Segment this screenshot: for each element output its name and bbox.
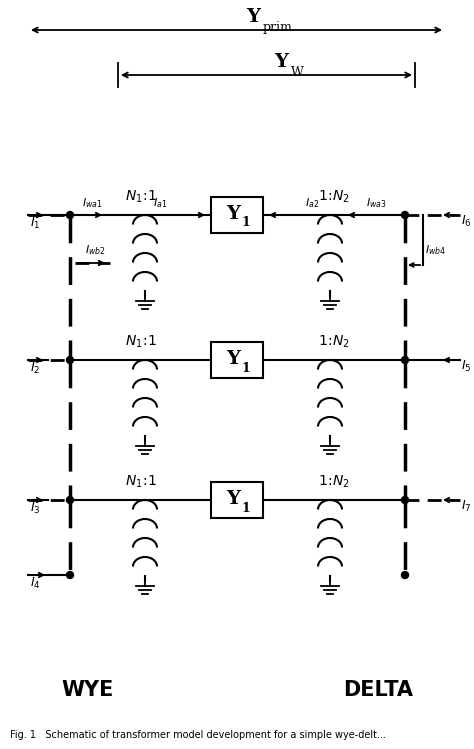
Text: 1: 1 xyxy=(242,216,250,229)
Circle shape xyxy=(401,497,409,503)
Text: WYE: WYE xyxy=(62,680,114,700)
Text: Y: Y xyxy=(226,490,240,508)
Text: $I_{wb4}$: $I_{wb4}$ xyxy=(425,243,446,257)
Text: $I_5$: $I_5$ xyxy=(461,359,472,374)
Text: $I_{a1}$: $I_{a1}$ xyxy=(153,196,167,210)
Text: $1\!:\!N_2$: $1\!:\!N_2$ xyxy=(318,333,350,350)
Text: $I_3$: $I_3$ xyxy=(30,501,41,516)
Text: $I_1$: $I_1$ xyxy=(30,216,40,231)
Circle shape xyxy=(66,497,73,503)
Text: DELTA: DELTA xyxy=(343,680,413,700)
Text: $I_{wb2}$: $I_{wb2}$ xyxy=(85,243,105,257)
Circle shape xyxy=(401,571,409,578)
Text: $I_{wa3}$: $I_{wa3}$ xyxy=(366,196,387,210)
Bar xyxy=(211,482,263,518)
Text: $I_4$: $I_4$ xyxy=(30,576,41,591)
Bar xyxy=(211,197,263,233)
Text: $N_1\!:\!1$: $N_1\!:\!1$ xyxy=(125,473,157,490)
Text: $N_1\!:\!1$: $N_1\!:\!1$ xyxy=(125,333,157,350)
Text: $I_{a2}$: $I_{a2}$ xyxy=(305,196,319,210)
Circle shape xyxy=(401,357,409,363)
Text: prim: prim xyxy=(263,21,292,34)
Text: W: W xyxy=(291,66,303,79)
Text: Y: Y xyxy=(274,53,289,71)
Circle shape xyxy=(66,357,73,363)
Text: $I_{wa1}$: $I_{wa1}$ xyxy=(82,196,102,210)
Circle shape xyxy=(66,571,73,578)
Text: 1: 1 xyxy=(242,502,250,515)
Circle shape xyxy=(401,211,409,219)
Text: 1: 1 xyxy=(242,362,250,374)
Text: Fig. 1   Schematic of transformer model development for a simple wye-delt...: Fig. 1 Schematic of transformer model de… xyxy=(10,730,386,740)
Text: $1\!:\!N_2$: $1\!:\!N_2$ xyxy=(318,189,350,205)
Text: Y: Y xyxy=(226,205,240,223)
Text: $1\!:\!N_2$: $1\!:\!N_2$ xyxy=(318,473,350,490)
Text: $I_7$: $I_7$ xyxy=(461,499,472,514)
Bar xyxy=(211,342,263,378)
Text: $I_2$: $I_2$ xyxy=(30,361,40,376)
Text: $N_1\!:\!1$: $N_1\!:\!1$ xyxy=(125,189,157,205)
Text: $I_6$: $I_6$ xyxy=(461,214,472,229)
Text: Y: Y xyxy=(226,350,240,368)
Circle shape xyxy=(66,211,73,219)
Text: Y: Y xyxy=(246,8,261,26)
